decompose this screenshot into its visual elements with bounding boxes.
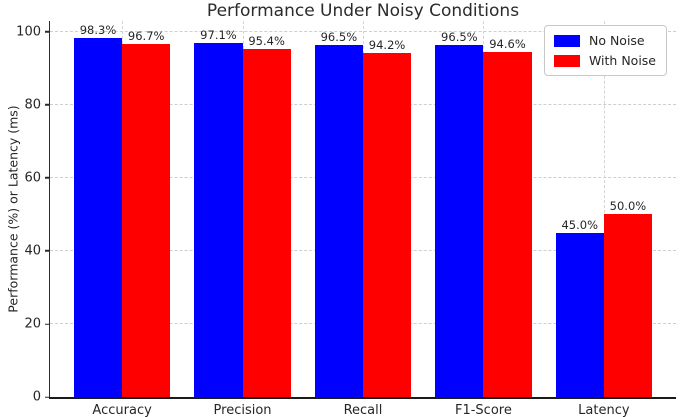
bar-group-recall: 96.5% 94.2% Recall: [303, 21, 423, 417]
bar-pair: 45.0% 50.0%: [544, 21, 664, 397]
bar-with-noise: 50.0%: [603, 199, 653, 397]
bar-value-label: 97.1%: [200, 27, 237, 42]
y-axis-tick-labels: 0 20 40 60 80 100: [0, 21, 41, 403]
bar-group-precision: 97.1% 95.4% Precision: [182, 21, 302, 417]
bar-value-label: 95.4%: [248, 33, 285, 48]
bar-no-noise: 98.3%: [73, 23, 123, 397]
x-axis-spine: [48, 397, 676, 399]
y-tick-label: 80: [24, 97, 41, 113]
bar-value-label: 94.2%: [368, 38, 406, 53]
bar-with-noise: 94.2%: [362, 38, 412, 397]
legend-swatch-icon: [553, 34, 580, 47]
y-tick-mark: [44, 323, 49, 325]
bar-value-label: 96.5%: [441, 29, 478, 44]
legend-item-no-noise: No Noise: [553, 33, 656, 48]
legend-swatch-icon: [553, 54, 580, 67]
legend-item-with-noise: With Noise: [553, 53, 656, 68]
legend-label: No Noise: [588, 33, 645, 48]
y-tick-mark: [44, 104, 49, 106]
y-tick-mark: [44, 250, 49, 252]
bar-with-noise: 96.7%: [122, 29, 171, 397]
bar-no-noise: 96.5%: [314, 30, 363, 397]
bar-group-f1-score: 96.5% 94.6% F1-Score: [423, 21, 543, 417]
x-tick-label: Precision: [213, 403, 272, 417]
bar-group-accuracy: 98.3% 96.7% Accuracy: [62, 21, 182, 417]
y-tick-mark: [44, 31, 49, 33]
y-tick-mark: [44, 396, 49, 398]
bar-value-label: 96.5%: [320, 29, 358, 44]
bar-value-label: 98.3%: [79, 23, 117, 38]
bar-value-label: 50.0%: [609, 199, 647, 214]
bar-value-label: 45.0%: [561, 217, 599, 232]
y-tick-label: 20: [24, 316, 41, 332]
plot-area: 98.3% 96.7% Accuracy 97.1% 95.4% Precision 96.…: [48, 21, 676, 417]
bar-with-noise: 94.6%: [483, 37, 532, 397]
bar-value-label: 94.6%: [489, 36, 526, 51]
x-tick-label: F1-Score: [454, 403, 512, 417]
legend-label: With Noise: [588, 53, 656, 68]
y-tick-label: 100: [16, 24, 41, 40]
chart-title: Performance Under Noisy Conditions: [206, 1, 520, 21]
y-tick-label: 40: [24, 243, 41, 259]
y-axis-tick-marks: [44, 21, 49, 398]
x-tick-label: Recall: [343, 403, 383, 417]
y-tick-mark: [44, 177, 49, 179]
bar-no-noise: 96.5%: [435, 30, 484, 397]
bar-pair: 97.1% 95.4%: [182, 21, 302, 397]
bar-pair: 96.5% 94.2%: [303, 21, 423, 397]
y-tick-label: 0: [32, 389, 41, 405]
x-tick-label: Latency: [578, 403, 630, 417]
y-tick-label: 60: [24, 170, 41, 186]
bar-value-label: 96.7%: [127, 29, 165, 43]
bar-no-noise: 45.0%: [555, 218, 604, 397]
x-tick-label: Accuracy: [92, 403, 152, 417]
bar-pair: 98.3% 96.7%: [62, 21, 182, 397]
y-axis-spine: [48, 21, 50, 397]
bar-pair: 96.5% 94.6%: [423, 21, 543, 397]
bar-with-noise: 95.4%: [242, 34, 291, 397]
bar-no-noise: 97.1%: [194, 28, 243, 397]
bar-group-latency: 45.0% 50.0% Latency: [544, 21, 664, 417]
vertical-gridline: [603, 21, 605, 397]
legend: No Noise With Noise: [543, 25, 667, 76]
bar-groups-row: 98.3% 96.7% Accuracy 97.1% 95.4% Precision 96.…: [50, 21, 676, 417]
